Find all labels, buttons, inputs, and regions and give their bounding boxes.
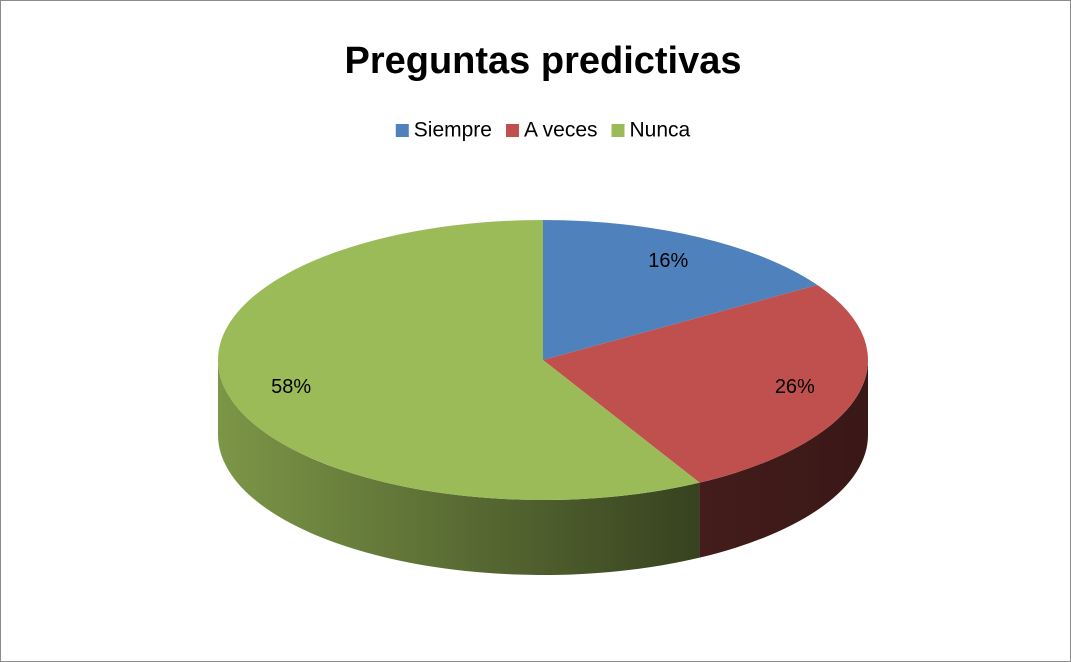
pie-tops <box>217 220 868 500</box>
legend-label: A veces <box>524 119 598 142</box>
slice <box>543 220 818 360</box>
legend-label: Siempre <box>414 119 492 142</box>
legend-swatch <box>611 124 625 137</box>
data-label: 58% <box>271 376 311 398</box>
legend-swatch <box>395 124 409 137</box>
legend: Siempre A veces Nunca <box>395 119 691 142</box>
slice <box>543 284 868 483</box>
data-label: 16% <box>648 250 688 272</box>
slice-side <box>699 360 868 558</box>
data-labels: 16% 26% 58% <box>271 250 815 398</box>
slice-side <box>218 360 700 575</box>
chart-title: Preguntas predictivas <box>344 40 741 82</box>
pie-sides <box>218 360 868 575</box>
data-label: 26% <box>775 376 815 398</box>
legend-swatch <box>505 124 519 137</box>
legend-label: Nunca <box>630 119 691 142</box>
slice <box>217 220 700 500</box>
